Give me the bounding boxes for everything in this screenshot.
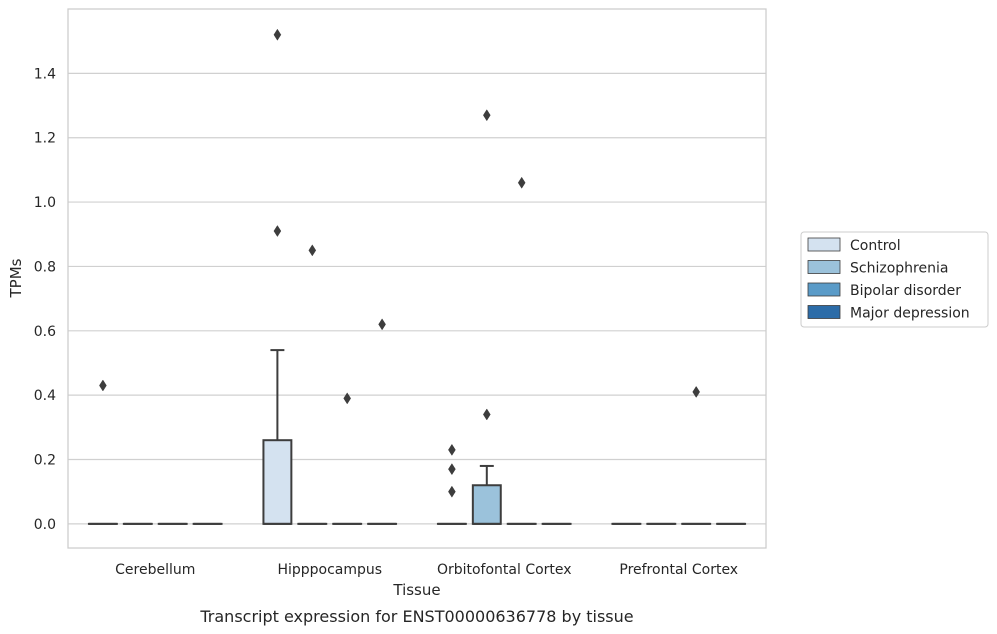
box-group (471, 109, 502, 525)
box-group (87, 379, 118, 525)
legend-swatch (807, 305, 841, 319)
outlier-point (517, 176, 526, 189)
x-tick-label: Orbitofontal Cortex (437, 562, 572, 578)
legend-swatch (807, 260, 841, 274)
outlier-point (99, 379, 107, 392)
box-group (506, 176, 537, 525)
outlier-point (343, 392, 351, 405)
outlier-point (448, 485, 456, 498)
y-tick-label: 0.4 (34, 388, 56, 404)
gridlines (68, 72, 766, 525)
legend-label: Major depression (850, 306, 970, 322)
outlier-point (483, 109, 491, 122)
outlier-point (378, 318, 386, 331)
outlier-point (273, 225, 282, 238)
box-group (436, 443, 467, 525)
outlier-point (692, 385, 700, 398)
x-tick-label: Cerebellum (115, 562, 195, 578)
legend: Control Schizophrenia Bipolar disorder Majo… (800, 231, 989, 328)
box-marks (87, 28, 747, 525)
y-tick-labels: 0.0 0.2 0.4 0.6 0.8 1.0 1.2 1.4 (34, 66, 56, 533)
y-tick-label: 0.2 (34, 453, 56, 469)
legend-swatch (807, 237, 841, 252)
legend-label: Schizophrenia (850, 261, 948, 277)
outlier-point (448, 463, 456, 476)
y-tick-label: 0.8 (34, 259, 56, 275)
outlier-point (483, 408, 491, 421)
box-group (262, 28, 293, 525)
y-tick-label: 1.2 (34, 131, 56, 147)
legend-swatch (807, 282, 841, 297)
box-group (681, 385, 712, 525)
y-tick-label: 0.6 (34, 324, 56, 340)
box (471, 484, 502, 525)
box-group (367, 318, 398, 525)
outlier-point (273, 28, 282, 41)
legend-label: Bipolar disorder (850, 283, 961, 299)
chart-caption: Transcript expression for ENST0000063677… (199, 607, 633, 626)
x-tick-labels: Cerebellum Hipppocampus Orbitofontal Corte… (115, 562, 738, 578)
outlier-point (448, 443, 456, 456)
x-tick-label: Prefrontal Cortex (619, 562, 738, 578)
x-tick-label: Hipppocampus (277, 562, 382, 578)
outlier-point (308, 244, 317, 257)
y-tick-label: 1.4 (34, 66, 56, 82)
legend-frame (800, 231, 989, 328)
plot-area-border (67, 8, 767, 549)
y-tick-label: 1.0 (34, 195, 56, 211)
legend-label: Control (850, 238, 901, 254)
box-group (297, 244, 328, 525)
y-tick-label: 0.0 (34, 517, 56, 533)
x-axis-title: Tissue (392, 581, 440, 599)
box-group (332, 392, 363, 525)
box (262, 439, 293, 525)
y-axis-title: TPMs (7, 258, 25, 298)
